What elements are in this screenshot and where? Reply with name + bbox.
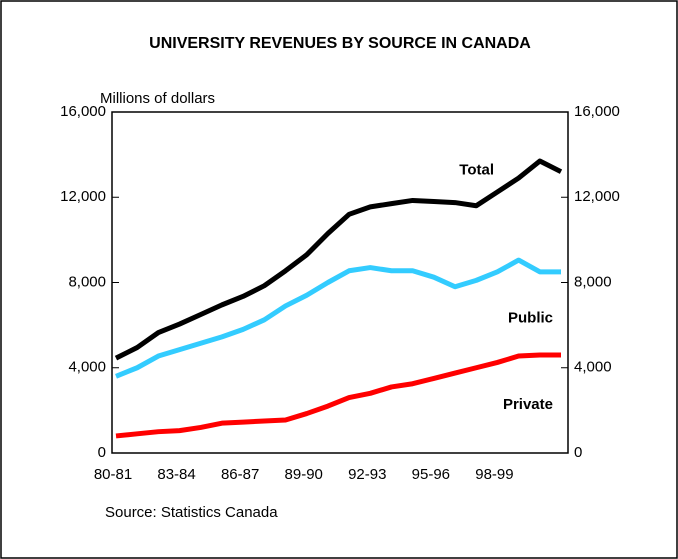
series-label: Public: [508, 310, 553, 327]
y2-tick-label: 4,000: [574, 359, 612, 376]
x-tick-label: 92-93: [348, 466, 386, 483]
x-tick-label: 95-96: [412, 466, 450, 483]
y2-tick-label: 0: [574, 444, 582, 461]
y2-tick-label: 16,000: [574, 103, 620, 120]
chart-title: UNIVERSITY REVENUES BY SOURCE IN CANADA: [149, 35, 531, 52]
y2-tick-label: 12,000: [574, 188, 620, 205]
y-tick-label: 12,000: [60, 188, 106, 205]
y-axis-label: Millions of dollars: [100, 90, 215, 107]
y-tick-label: 0: [98, 444, 106, 461]
line: [114, 158, 563, 361]
line: [115, 257, 561, 379]
x-tick-label: 89-90: [285, 466, 323, 483]
source: Source: Statistics Canada: [105, 504, 278, 521]
y-tick-label: 4,000: [68, 359, 106, 376]
y-tick-label: 8,000: [68, 273, 106, 290]
series-label: Private: [503, 396, 553, 413]
x-tick-label: 98-99: [475, 466, 513, 483]
line: [115, 352, 561, 439]
x-tick-label: 86-87: [221, 466, 259, 483]
y-tick-label: 16,000: [60, 103, 106, 120]
series-label: Total: [459, 161, 494, 178]
x-tick-label: 83-84: [157, 466, 195, 483]
y2-tick-label: 8,000: [574, 273, 612, 290]
x-tick-label: 80-81: [94, 466, 132, 483]
